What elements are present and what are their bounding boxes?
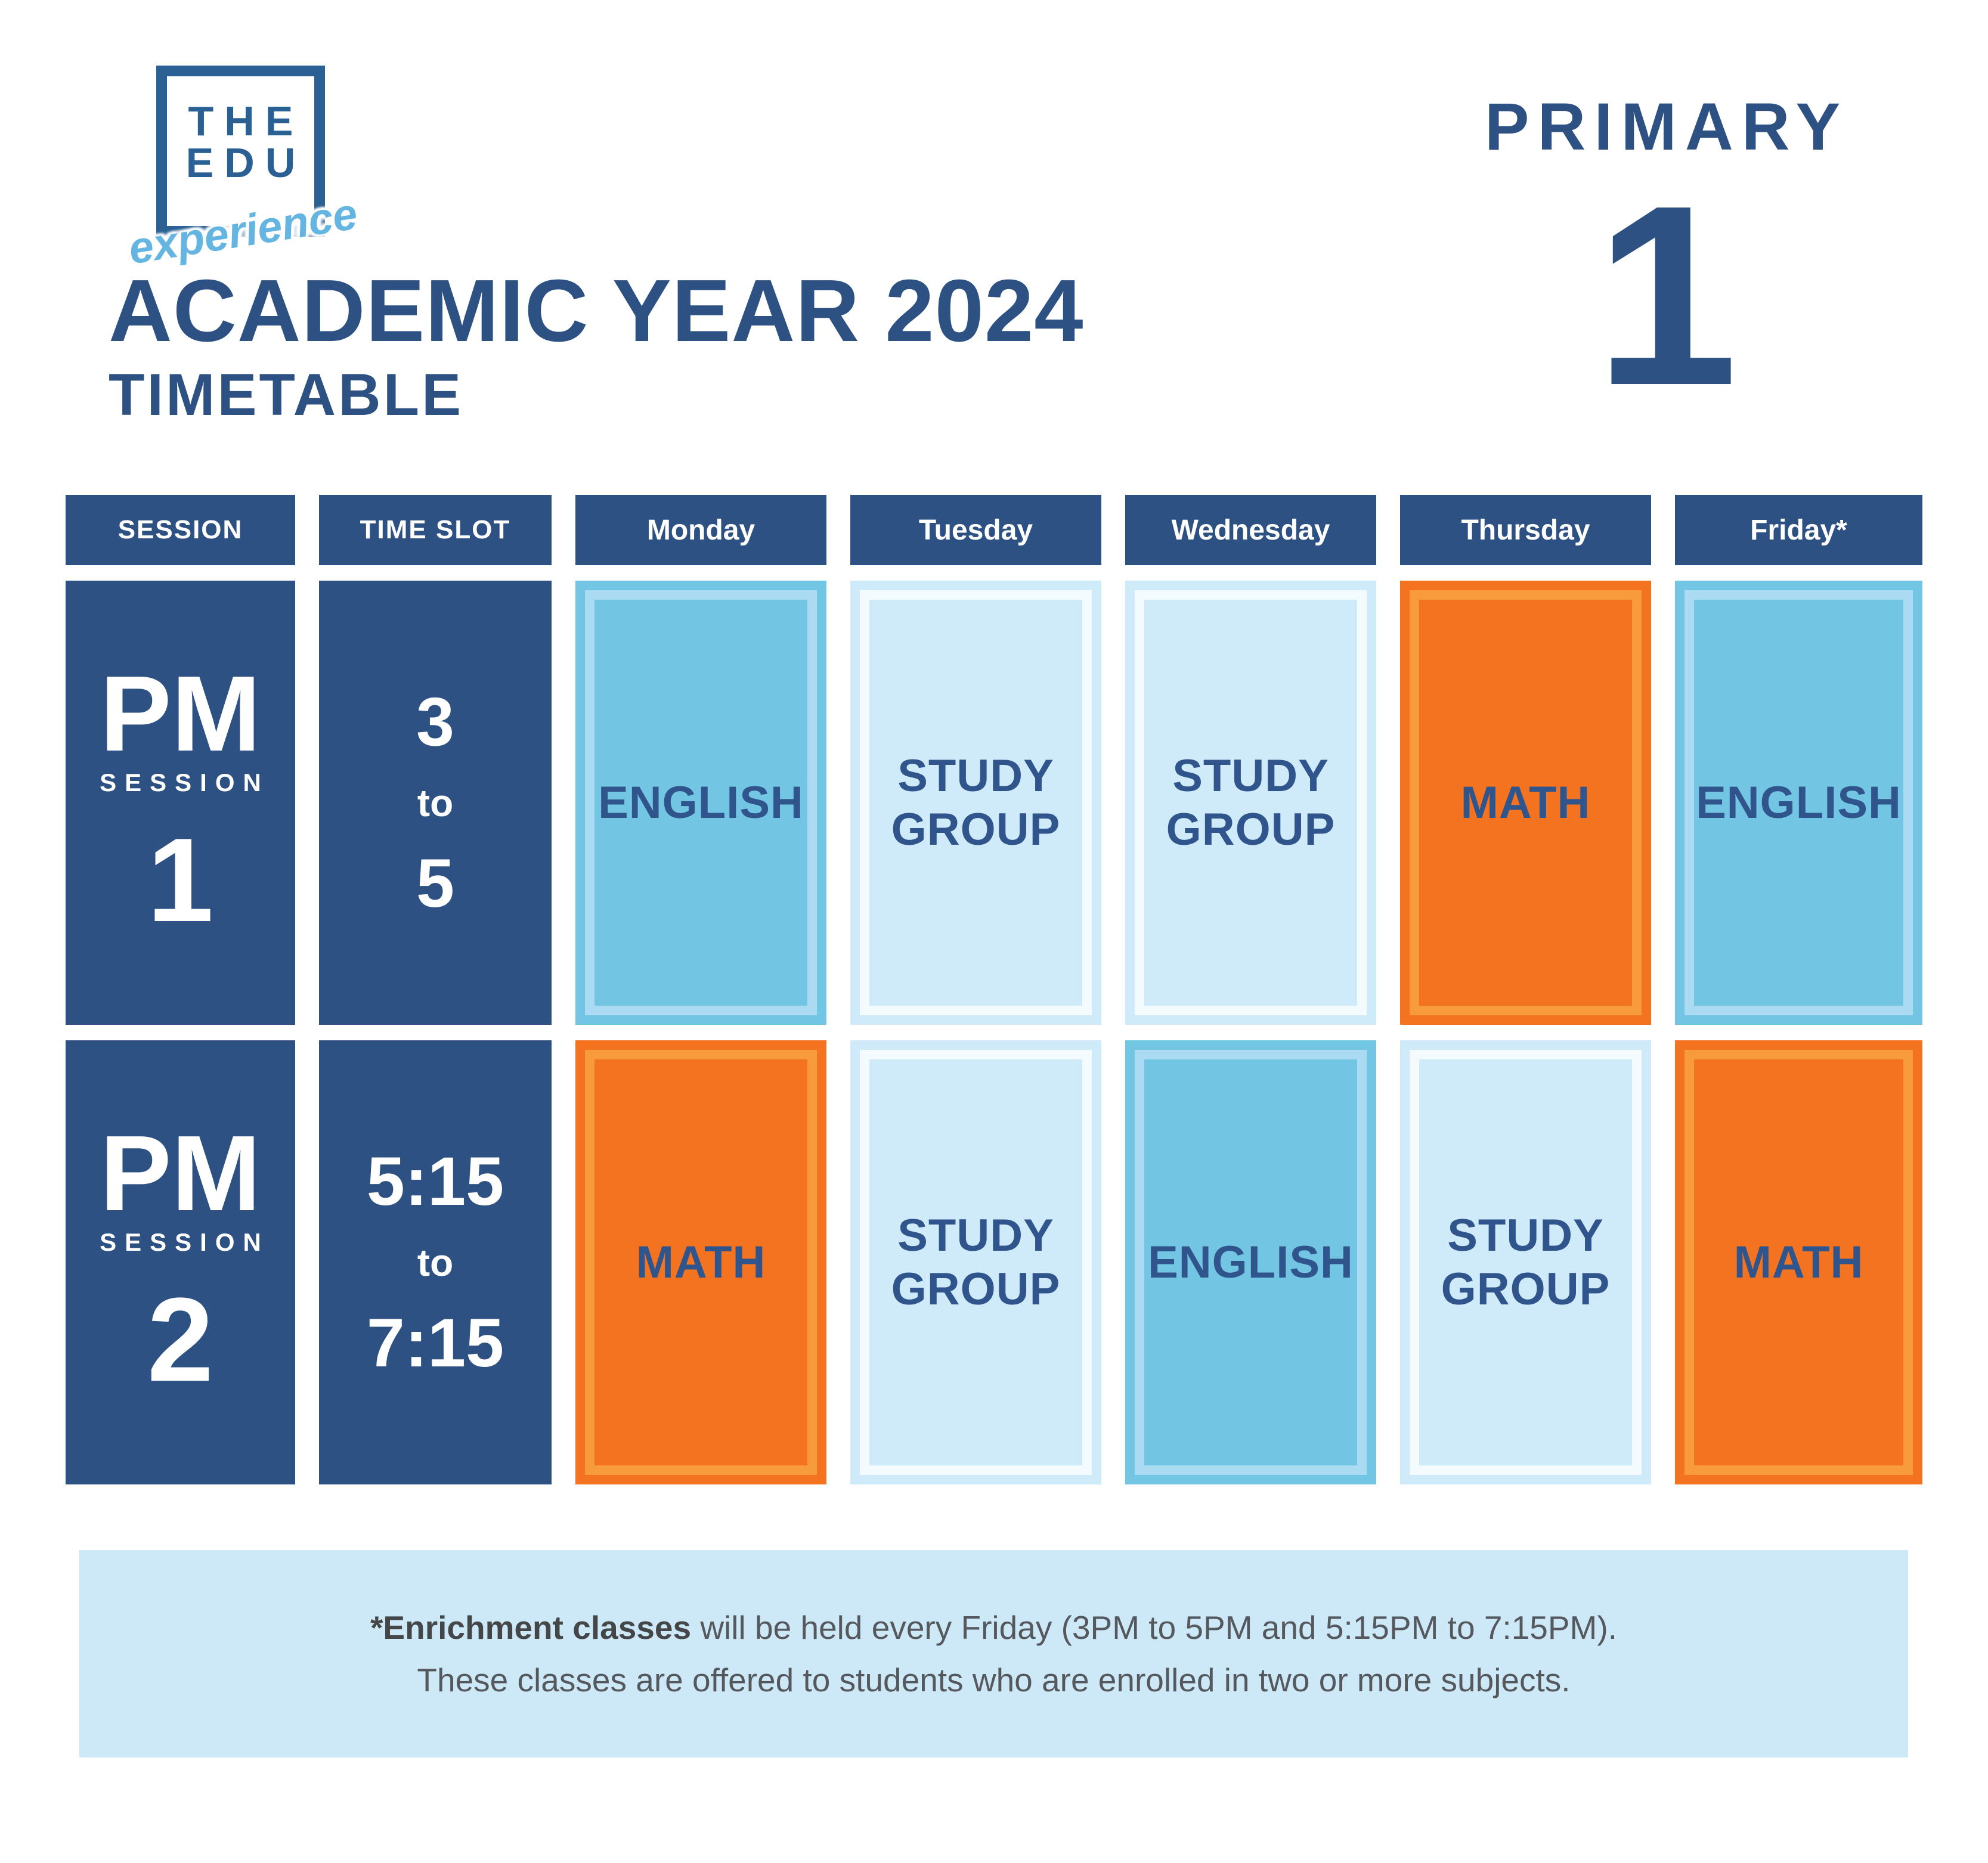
logo-word-the: THE xyxy=(188,98,304,144)
subject-label: MATH xyxy=(1733,1236,1864,1288)
title-block: ACADEMIC YEAR 2024 TIMETABLE xyxy=(109,267,1084,424)
cell-inner: STUDY GROUP xyxy=(860,1050,1092,1475)
cell-inner: STUDY GROUP xyxy=(1410,1050,1642,1475)
grade-label: PRIMARY xyxy=(1484,89,1849,164)
footnote-line-1: *Enrichment classes will be held every F… xyxy=(370,1601,1617,1654)
cell-tuesday-session1-study-group: STUDY GROUP xyxy=(850,581,1101,1025)
session-2-number: 2 xyxy=(147,1273,214,1406)
subject-label: STUDY GROUP xyxy=(891,1210,1061,1315)
session-1-cell: PM SESSION 1 xyxy=(66,581,295,1025)
cell-friday-session2-math: MATH xyxy=(1675,1040,1922,1484)
page-title: ACADEMIC YEAR 2024 xyxy=(109,262,1084,360)
cell-thursday-session2-study-group: STUDY GROUP xyxy=(1400,1040,1651,1484)
cell-tuesday-session2-study-group: STUDY GROUP xyxy=(850,1040,1101,1484)
header-friday: Friday* xyxy=(1675,495,1922,565)
time-slot-1-to: to xyxy=(417,781,454,824)
cell-friday-session1-english: ENGLISH xyxy=(1675,581,1922,1025)
subject-label: ENGLISH xyxy=(1696,777,1902,828)
time-slot-1-start: 3 xyxy=(416,683,454,760)
cell-inner: ENGLISH xyxy=(1684,590,1913,1015)
time-slot-1-end: 5 xyxy=(416,845,454,922)
session-1-period: PM xyxy=(100,653,261,774)
timetable-grid: SESSION TIME SLOT Monday Tuesday Wednesd… xyxy=(66,495,1922,1484)
cell-inner: STUDY GROUP xyxy=(1135,590,1367,1015)
footnote-line-2: These classes are offered to students wh… xyxy=(417,1661,1571,1698)
cell-monday-session2-math: MATH xyxy=(575,1040,826,1484)
session-2-cell: PM SESSION 2 xyxy=(66,1040,295,1484)
subject-label: ENGLISH xyxy=(1148,1236,1354,1288)
header-thursday: Thursday xyxy=(1400,495,1651,565)
time-slot-2-to: to xyxy=(417,1241,454,1284)
session-2-period: PM xyxy=(100,1113,261,1233)
logo-frame: THE EDU xyxy=(156,66,325,237)
cell-inner: MATH xyxy=(1410,590,1642,1015)
subject-label: MATH xyxy=(1460,777,1591,828)
subject-label: MATH xyxy=(636,1236,766,1288)
session-1-word: SESSION xyxy=(100,768,270,796)
cell-wednesday-session1-study-group: STUDY GROUP xyxy=(1125,581,1376,1025)
footnote-panel: *Enrichment classes will be held every F… xyxy=(79,1550,1908,1757)
cell-inner: MATH xyxy=(1684,1050,1913,1475)
subject-label: STUDY GROUP xyxy=(1166,750,1336,855)
grade-number: 1 xyxy=(1595,153,1738,439)
time-slot-2-start: 5:15 xyxy=(366,1143,504,1220)
page-subtitle: TIMETABLE xyxy=(109,361,464,427)
subject-label: STUDY GROUP xyxy=(1441,1210,1611,1315)
cell-thursday-session1-math: MATH xyxy=(1400,581,1651,1025)
cell-monday-session1-english: ENGLISH xyxy=(575,581,826,1025)
subject-label: STUDY GROUP xyxy=(891,750,1061,855)
grade-block: PRIMARY 1 xyxy=(1449,88,1884,439)
footnote-bold: *Enrichment classes xyxy=(370,1609,692,1646)
header-session: SESSION xyxy=(66,495,295,565)
cell-wednesday-session2-english: ENGLISH xyxy=(1125,1040,1376,1484)
session-2-word: SESSION xyxy=(100,1227,270,1256)
subject-label: ENGLISH xyxy=(598,777,804,828)
edu-experience-logo: THE EDU experience xyxy=(125,66,361,280)
cell-inner: MATH xyxy=(585,1050,817,1475)
time-slot-2-cell: 5:15 to 7:15 xyxy=(319,1040,552,1484)
cell-inner: ENGLISH xyxy=(585,590,817,1015)
cell-inner: ENGLISH xyxy=(1135,1050,1367,1475)
header-monday: Monday xyxy=(575,495,826,565)
header-wednesday: Wednesday xyxy=(1125,495,1376,565)
footnote-rest: will be held every Friday (3PM to 5PM an… xyxy=(691,1609,1617,1646)
session-1-number: 1 xyxy=(147,813,214,947)
time-slot-1-cell: 3 to 5 xyxy=(319,581,552,1025)
header-time-slot: TIME SLOT xyxy=(319,495,552,565)
header-tuesday: Tuesday xyxy=(850,495,1101,565)
logo-word-edu: EDU xyxy=(185,140,306,186)
time-slot-2-end: 7:15 xyxy=(366,1304,504,1381)
cell-inner: STUDY GROUP xyxy=(860,590,1092,1015)
